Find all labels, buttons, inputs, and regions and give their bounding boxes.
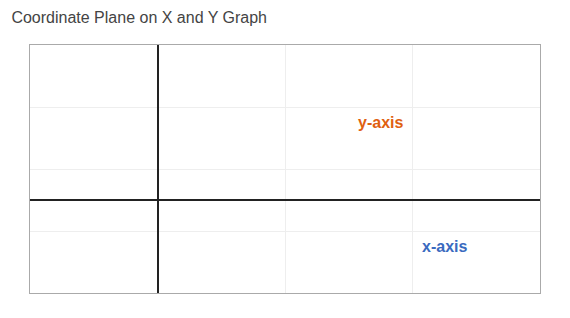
svg-text:x-axis: x-axis <box>422 238 467 255</box>
svg-text:y-axis: y-axis <box>358 114 403 131</box>
svg-text:Coordinate Plane on X and Y Gr: Coordinate Plane on X and Y Graph <box>11 9 267 26</box>
